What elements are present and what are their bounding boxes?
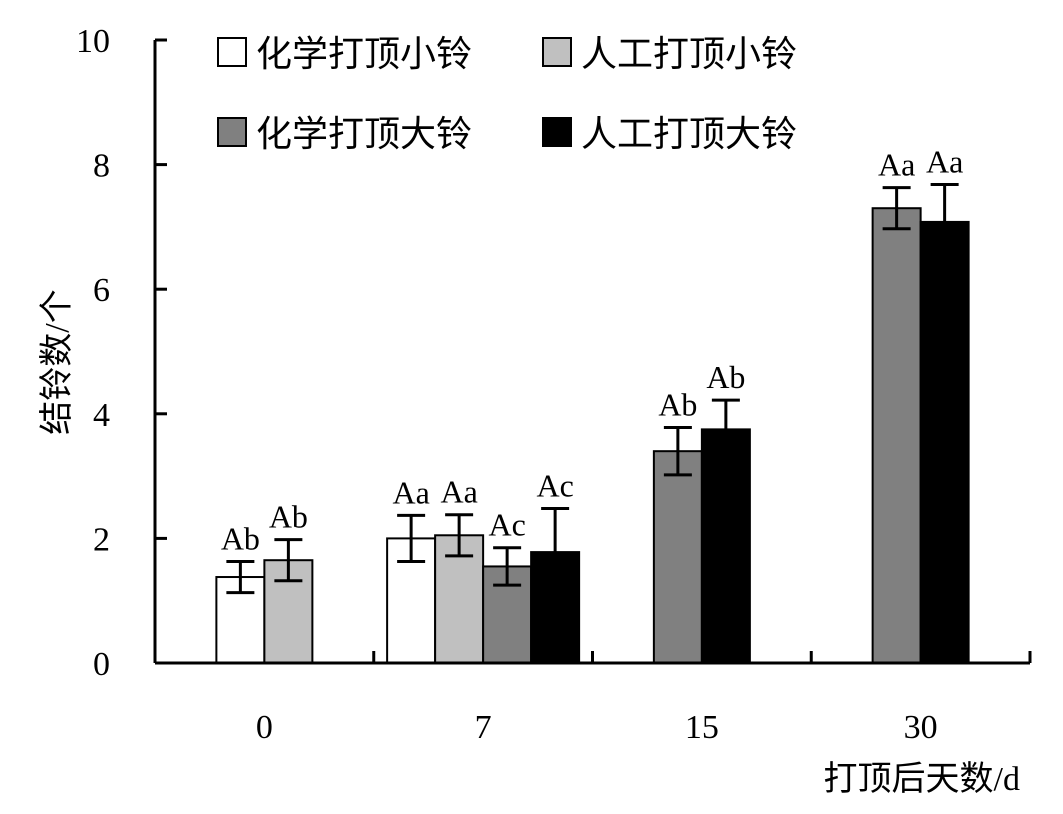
data-label-0-s1: Ab — [269, 499, 308, 535]
bar-15-s2 — [652, 450, 703, 664]
data-label-0-s0: Ab — [221, 520, 260, 556]
bar-30-s3 — [919, 220, 970, 665]
legend-swatch-s0 — [217, 37, 247, 67]
x-tick-label-7: 7 — [475, 709, 492, 746]
data-label-7-s3: Ac — [536, 467, 573, 503]
axes-layer: 0 2 4 6 8 10 0 7 15 30 — [76, 23, 1032, 746]
bar-15-s3 — [700, 428, 751, 664]
data-label-7-s2: Ac — [488, 507, 525, 543]
legend-label-s3: 人工打顶大铃 — [581, 114, 797, 154]
x-tick-label-30: 30 — [904, 709, 938, 746]
bars-layer — [215, 207, 970, 665]
y-tick-label-6: 6 — [93, 272, 110, 309]
bar-30-s2 — [871, 207, 922, 665]
legend-swatch-s1 — [542, 37, 572, 67]
x-tick-label-15: 15 — [685, 709, 719, 746]
legend-label-s0: 化学打顶小铃 — [256, 34, 472, 74]
x-axis-title: 打顶后天数/d — [824, 760, 1020, 798]
y-tick-label-4: 4 — [93, 397, 110, 434]
y-tick-label-10: 10 — [76, 23, 110, 60]
data-label-30-s2: Aa — [878, 147, 915, 183]
y-tick-label-2: 2 — [93, 521, 110, 558]
error-bars-layer — [226, 183, 959, 598]
x-tick-label-0: 0 — [256, 709, 273, 746]
y-tick-label-8: 8 — [93, 148, 110, 185]
legend-swatch-s3 — [542, 117, 572, 147]
legend-label-s1: 人工打顶小铃 — [581, 34, 797, 74]
y-tick-label-0: 0 — [93, 646, 110, 683]
data-label-15-s3: Ab — [706, 359, 745, 395]
data-label-7-s0: Aa — [392, 474, 429, 510]
legend-swatch-s2 — [217, 117, 247, 147]
data-label-15-s2: Ab — [658, 387, 697, 423]
data-label-30-s3: Aa — [926, 144, 963, 180]
data-label-7-s1: Aa — [440, 474, 477, 510]
y-axis-title: 结铃数/个 — [38, 289, 76, 434]
legend-label-s2: 化学打顶大铃 — [256, 114, 472, 154]
